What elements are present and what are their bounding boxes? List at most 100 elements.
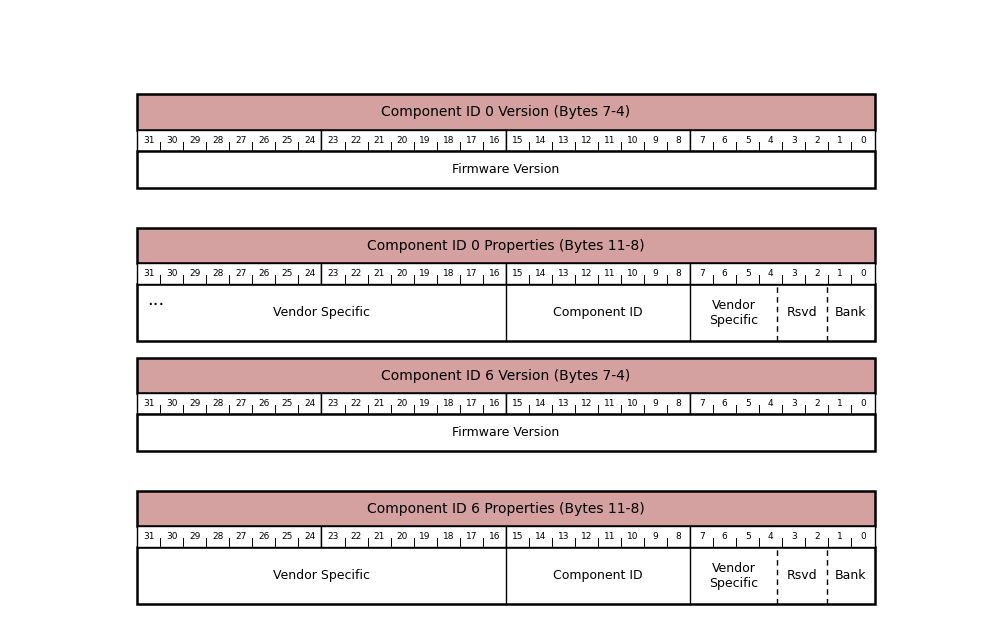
Text: 13: 13 [557, 269, 569, 278]
Text: 30: 30 [166, 269, 177, 278]
Text: 10: 10 [626, 532, 638, 541]
Text: 17: 17 [465, 136, 476, 145]
Text: Bank: Bank [834, 306, 866, 319]
Text: 14: 14 [534, 532, 545, 541]
Bar [137, 263, 321, 284]
Text: 4: 4 [767, 136, 773, 145]
Text: 1: 1 [836, 532, 842, 541]
Text: 2: 2 [813, 269, 819, 278]
Text: 19: 19 [419, 136, 431, 145]
Text: 6: 6 [721, 136, 727, 145]
Bar [321, 130, 506, 151]
Text: 29: 29 [189, 399, 200, 408]
Bar [506, 130, 689, 151]
Text: 7: 7 [698, 399, 704, 408]
Text: 20: 20 [396, 532, 407, 541]
Text: 15: 15 [511, 399, 523, 408]
Bar [137, 94, 874, 130]
Text: Firmware Version: Firmware Version [452, 426, 559, 439]
Text: 13: 13 [557, 399, 569, 408]
Text: 16: 16 [488, 399, 500, 408]
Text: 15: 15 [511, 532, 523, 541]
Text: 5: 5 [744, 532, 750, 541]
Text: 11: 11 [603, 399, 614, 408]
Bar [689, 526, 874, 547]
Text: 13: 13 [557, 532, 569, 541]
Text: 29: 29 [189, 136, 200, 145]
Text: 23: 23 [327, 532, 338, 541]
Text: 8: 8 [675, 136, 681, 145]
Text: 31: 31 [143, 532, 154, 541]
Bar [321, 263, 506, 284]
Text: 2: 2 [813, 532, 819, 541]
Text: 19: 19 [419, 269, 431, 278]
Text: 30: 30 [166, 136, 177, 145]
Text: 30: 30 [166, 532, 177, 541]
Bar [689, 130, 874, 151]
Text: 19: 19 [419, 399, 431, 408]
Text: 16: 16 [488, 136, 500, 145]
Text: 25: 25 [281, 532, 292, 541]
Text: 18: 18 [442, 136, 454, 145]
Text: 26: 26 [258, 532, 269, 541]
Text: 21: 21 [373, 532, 385, 541]
Text: 27: 27 [235, 399, 246, 408]
Text: 9: 9 [652, 136, 658, 145]
Bar [689, 263, 874, 284]
Text: 18: 18 [442, 399, 454, 408]
Text: 31: 31 [143, 399, 154, 408]
Text: 17: 17 [465, 399, 476, 408]
Bar [137, 284, 874, 341]
Text: 15: 15 [511, 136, 523, 145]
Text: 11: 11 [603, 136, 614, 145]
Text: 13: 13 [557, 136, 569, 145]
Text: 23: 23 [327, 136, 338, 145]
Text: 23: 23 [327, 399, 338, 408]
Text: 3: 3 [790, 269, 796, 278]
Text: 8: 8 [675, 399, 681, 408]
Text: 4: 4 [767, 269, 773, 278]
Text: 27: 27 [235, 269, 246, 278]
Text: 22: 22 [350, 532, 361, 541]
Text: 26: 26 [258, 136, 269, 145]
Text: 9: 9 [652, 532, 658, 541]
Text: Component ID 6 Version (Bytes 7-4): Component ID 6 Version (Bytes 7-4) [381, 369, 630, 383]
Text: 1: 1 [836, 269, 842, 278]
Text: 24: 24 [304, 269, 316, 278]
Text: 16: 16 [488, 532, 500, 541]
Text: 7: 7 [698, 532, 704, 541]
Bar [137, 526, 321, 547]
Text: 30: 30 [166, 399, 177, 408]
Text: 8: 8 [675, 532, 681, 541]
Text: Component ID: Component ID [552, 306, 642, 319]
Text: Rsvd: Rsvd [786, 569, 816, 582]
Text: 24: 24 [304, 136, 316, 145]
Text: 10: 10 [626, 399, 638, 408]
Text: 25: 25 [281, 136, 292, 145]
Text: 17: 17 [465, 269, 476, 278]
Text: 27: 27 [235, 136, 246, 145]
Bar [506, 526, 689, 547]
Text: 12: 12 [580, 269, 592, 278]
Text: 1: 1 [836, 399, 842, 408]
Text: 21: 21 [373, 136, 385, 145]
Text: 3: 3 [790, 136, 796, 145]
Text: 25: 25 [281, 399, 292, 408]
Bar [506, 263, 689, 284]
Text: 0: 0 [859, 399, 865, 408]
Text: 23: 23 [327, 269, 338, 278]
Text: 9: 9 [652, 399, 658, 408]
Text: 5: 5 [744, 136, 750, 145]
Text: Component ID 0 Version (Bytes 7-4): Component ID 0 Version (Bytes 7-4) [381, 105, 630, 119]
Text: Vendor
Specific: Vendor Specific [708, 299, 757, 327]
Bar [137, 130, 321, 151]
Text: 14: 14 [534, 136, 545, 145]
Text: 14: 14 [534, 399, 545, 408]
Bar [137, 228, 874, 263]
Text: 0: 0 [859, 136, 865, 145]
Text: 11: 11 [603, 269, 614, 278]
Bar [137, 547, 874, 604]
Text: 28: 28 [212, 136, 223, 145]
Bar [506, 394, 689, 414]
Text: 5: 5 [744, 269, 750, 278]
